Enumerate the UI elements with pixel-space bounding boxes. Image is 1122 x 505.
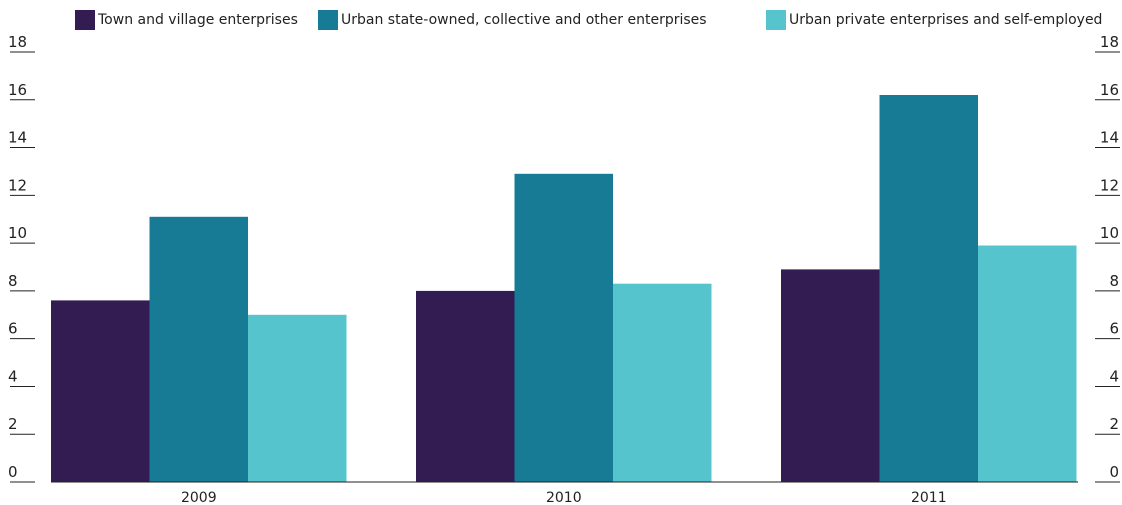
x-tick-label-2009: 2009 [181,490,217,505]
legend-label-urban-private: Urban private enterprises and self-emplo… [789,12,1103,28]
y-tick-label-left-18: 18 [8,33,27,51]
y-tick-label-left-0: 0 [8,463,18,481]
y-tick-label-left-10: 10 [8,224,27,242]
y-axis-right: 0 2 4 6 8 10 12 14 16 18 [1095,33,1120,483]
y-tick-label-right-10: 10 [1100,224,1119,242]
x-axis: 2009 2010 2011 [51,481,1078,505]
y-tick-label-right-16: 16 [1100,81,1119,99]
legend-item-urban-private: Urban private enterprises and self-emplo… [766,8,1102,32]
y-tick-label-right-18: 18 [1100,33,1119,51]
bar-2009-urban-private-enterprises-and-self-employed [248,314,347,482]
y-tick-label-left-4: 4 [8,367,18,385]
y-tick-label-right-4: 4 [1109,367,1119,385]
legend-label-town-village: Town and village enterprises [98,12,298,28]
y-tick-label-right-14: 14 [1100,129,1119,147]
y-tick-label-left-16: 16 [8,81,27,99]
bar-2011-urban-state-owned-collective-and-other-enterprises [879,95,978,482]
legend-item-urban-state-owned: Urban state-owned, collective and other … [318,8,707,32]
bar-2009-town-and-village-enterprises [51,300,150,482]
bar-2011-town-and-village-enterprises [781,269,880,482]
bar-2010-town-and-village-enterprises [416,290,515,482]
y-tick-label-right-8: 8 [1109,272,1119,290]
legend-swatch-urban-private [766,10,786,30]
bar-2011-urban-private-enterprises-and-self-employed [978,245,1077,482]
legend-swatch-urban-state-owned [318,10,338,30]
legend-swatch-town-village [75,10,95,30]
y-tick-label-right-2: 2 [1109,415,1119,433]
x-tick-label-2010: 2010 [546,490,582,505]
y-tick-label-right-0: 0 [1109,463,1119,481]
y-axis-left: 0 2 4 6 8 10 12 14 16 18 [8,33,35,483]
legend: Town and village enterprises Urban state… [0,8,1122,32]
bars-group [51,95,1077,483]
y-tick-label-left-6: 6 [8,320,18,338]
bar-2010-urban-state-owned-collective-and-other-enterprises [514,173,613,483]
legend-label-urban-state-owned: Urban state-owned, collective and other … [341,12,707,28]
y-tick-label-left-14: 14 [8,129,27,147]
y-tick-label-right-12: 12 [1100,176,1119,194]
y-tick-label-left-2: 2 [8,415,18,433]
y-tick-label-left-12: 12 [8,176,27,194]
y-tick-label-right-6: 6 [1109,320,1119,338]
y-tick-label-left-8: 8 [8,272,18,290]
legend-item-town-village: Town and village enterprises [75,8,298,32]
bar-2010-urban-private-enterprises-and-self-employed [613,283,712,482]
bar-2009-urban-state-owned-collective-and-other-enterprises [149,216,248,483]
x-tick-label-2011: 2011 [911,490,947,505]
